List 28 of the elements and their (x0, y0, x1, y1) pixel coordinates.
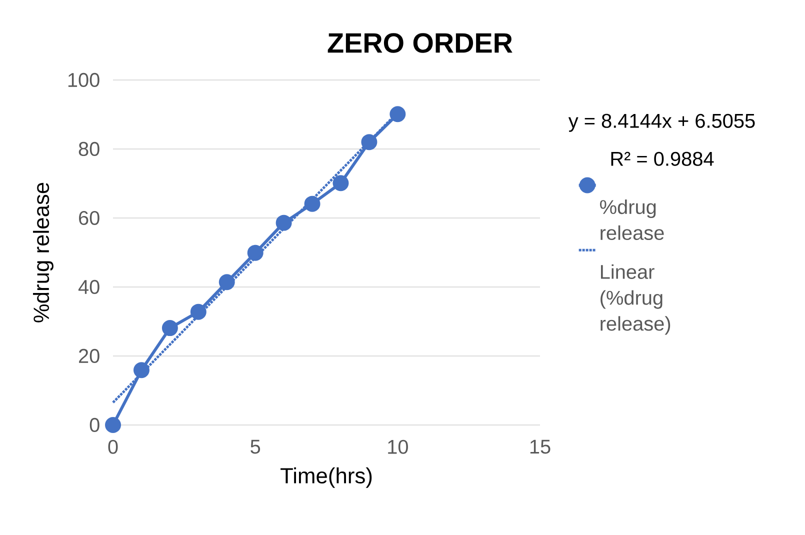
chart-title: ZERO ORDER (328, 33, 512, 53)
x-axis-title: Time(hrs) (280, 467, 372, 488)
x-tick-label: 0 (108, 440, 118, 454)
y-tick-label: 20 (79, 348, 100, 364)
point (390, 106, 406, 122)
y-axis-title: %drug release (33, 182, 54, 322)
y-tick-label: 40 (78, 280, 100, 294)
text: R² = 0.9884 (611, 152, 714, 166)
point (276, 214, 292, 231)
y-tick-label: 60 (79, 210, 100, 226)
x-tick-label: 15 (530, 440, 550, 454)
point (332, 175, 349, 192)
y-tick-label: 80 (78, 142, 100, 156)
y-tick-label: 0 (90, 418, 100, 432)
point (133, 362, 150, 378)
point (162, 320, 178, 336)
point (304, 196, 320, 212)
legend-label: Linear (%drug release) (600, 264, 670, 335)
text: y = 8.4144x + 6.5055 (568, 114, 755, 132)
point (361, 134, 378, 150)
point (105, 416, 122, 433)
point (190, 304, 206, 320)
x-tick-label: 5 (250, 440, 260, 454)
point (218, 274, 235, 290)
x-tick-label: 10 (388, 440, 408, 454)
legend-label: %drug release (600, 199, 664, 240)
y-tick-label: 100 (68, 72, 100, 88)
point (247, 244, 264, 261)
